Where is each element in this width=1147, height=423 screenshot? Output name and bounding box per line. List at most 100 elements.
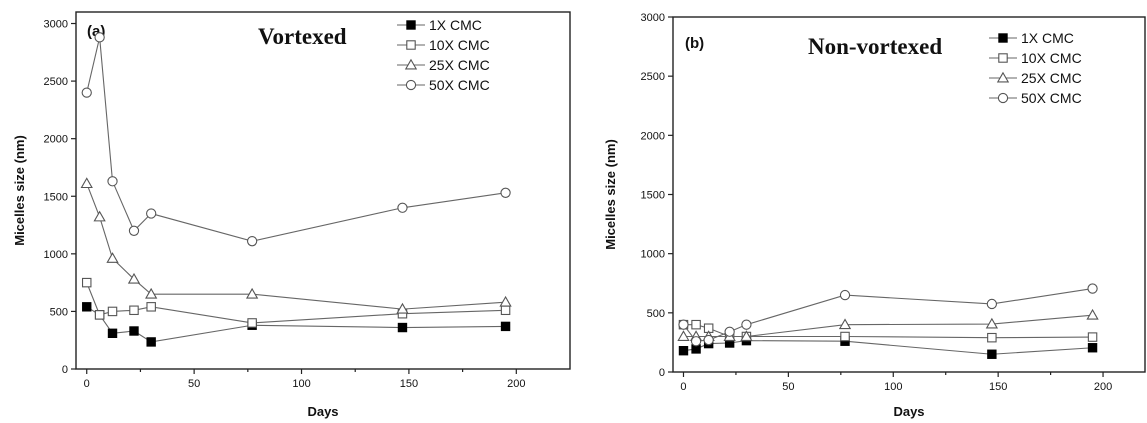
- x-tick-label-a: 200: [507, 378, 525, 390]
- data-point-a-2: [396, 302, 409, 314]
- data-point-a-3: [94, 32, 105, 43]
- legend-marker-b-0: [998, 33, 1008, 43]
- data-point-a-1: [247, 318, 257, 328]
- data-point-b-3: [678, 319, 689, 330]
- series-b-3: [678, 283, 1098, 347]
- y-tick-label-a: 3000: [44, 19, 68, 31]
- series-a-2: [80, 177, 512, 314]
- legend-label-b-0: 1X CMC: [1021, 30, 1074, 46]
- legend-marker-b-1: [998, 53, 1008, 63]
- y-tick-label-b: 2000: [641, 130, 665, 142]
- y-tick-label-b: 1500: [641, 190, 665, 202]
- y-tick-label-a: 1500: [44, 191, 68, 203]
- x-tick-label-b: 150: [989, 381, 1007, 393]
- data-point-b-3: [1087, 283, 1098, 294]
- series-a-3: [81, 32, 511, 247]
- y-axis-title-b: Micelles size (nm): [603, 139, 618, 250]
- data-point-b-1: [987, 332, 997, 343]
- data-point-a-0: [397, 322, 408, 333]
- legend-entry-b-1: 10X CMC: [989, 50, 1082, 66]
- chart-title-a: Vortexed: [258, 24, 347, 49]
- x-tick-label-a: 50: [188, 378, 200, 390]
- data-point-b-0: [1087, 343, 1098, 353]
- legend-marker-a-0: [406, 20, 416, 30]
- data-point-b-3: [703, 334, 714, 346]
- chart-b: 0 500 1000 1500 2000 2500 3000 0 50 100 150 200 Days…: [603, 12, 1146, 419]
- data-point-a-3: [81, 87, 92, 98]
- legend-label-a-3: 50X CMC: [429, 77, 490, 93]
- series-a-1: [81, 277, 511, 328]
- data-point-a-1: [129, 305, 139, 316]
- data-point-a-1: [500, 305, 511, 316]
- data-point-a-0: [146, 337, 156, 347]
- legend-label-a-0: 1X CMC: [429, 17, 482, 33]
- y-tick-label-b: 0: [659, 367, 665, 379]
- legend-marker-a-2: [404, 58, 418, 70]
- data-point-b-3: [724, 326, 735, 337]
- data-point-a-3: [246, 236, 258, 247]
- data-point-a-1: [94, 310, 105, 320]
- legend-label-b-2: 25X CMC: [1021, 70, 1082, 86]
- series-line-a-3: [86, 37, 506, 242]
- data-point-b-3: [839, 289, 851, 301]
- y-tick-label-a: 2500: [44, 76, 68, 88]
- y-tick-label-a: 1000: [44, 249, 68, 261]
- data-point-a-2: [499, 295, 512, 307]
- data-point-a-0: [129, 326, 139, 336]
- legend-entry-a-3: 50X CMC: [397, 77, 490, 93]
- data-point-b-3: [741, 319, 752, 330]
- legend-entry-a-2: 25X CMC: [397, 57, 490, 73]
- legend-entry-a-0: 1X CMC: [397, 17, 482, 33]
- y-tick-label-b: 3000: [641, 12, 665, 24]
- data-point-a-3: [500, 187, 511, 198]
- data-point-a-2: [145, 287, 158, 299]
- x-tick-label-b: 50: [782, 381, 794, 393]
- data-point-a-2: [106, 252, 119, 263]
- chart-a: 0 500 1000 1500 2000 2500 3000 0 50 100 150 200 Days…: [12, 11, 571, 419]
- data-point-a-2: [245, 287, 259, 299]
- series-b-2: [677, 308, 1099, 341]
- x-tick-label-a: 0: [84, 378, 90, 390]
- data-point-b-3: [986, 298, 998, 310]
- data-point-a-0: [500, 321, 511, 332]
- data-point-a-0: [82, 302, 92, 312]
- data-point-a-1: [81, 277, 92, 288]
- series-line-a-2: [86, 183, 506, 310]
- x-tick-label-a: 100: [292, 378, 310, 390]
- data-point-a-2: [80, 177, 93, 189]
- y-tick-label-a: 0: [62, 364, 68, 376]
- data-point-a-2: [93, 210, 106, 222]
- data-point-b-0: [678, 346, 689, 356]
- data-point-a-1: [107, 306, 118, 317]
- y-tick-label-a: 2000: [44, 134, 68, 146]
- legend-entry-b-2: 25X CMC: [989, 70, 1082, 86]
- legend-entry-b-3: 50X CMC: [989, 90, 1082, 106]
- data-point-b-1: [840, 331, 850, 342]
- y-tick-label-b: 1000: [641, 249, 665, 261]
- y-tick-label-b: 500: [647, 308, 665, 320]
- x-tick-label-b: 0: [680, 381, 686, 393]
- x-tick-label-b: 200: [1094, 381, 1112, 393]
- data-point-b-2: [740, 330, 753, 341]
- data-point-b-2: [1086, 308, 1099, 320]
- legend-marker-b-2: [996, 71, 1010, 83]
- data-point-b-1: [1087, 332, 1098, 342]
- data-point-a-3: [146, 208, 157, 219]
- y-tick-label-a: 500: [50, 306, 68, 318]
- x-tick-label-b: 100: [884, 381, 902, 393]
- data-point-a-0: [107, 328, 118, 339]
- plot-frame-a: [75, 11, 571, 370]
- legend-label-a-1: 10X CMC: [429, 37, 490, 53]
- data-point-b-3: [690, 336, 702, 347]
- data-point-a-3: [107, 176, 118, 187]
- data-point-b-0: [987, 349, 997, 359]
- x-tick-label-a: 150: [400, 378, 418, 390]
- x-axis-title-b: Days: [893, 404, 924, 419]
- legend-marker-a-3: [405, 79, 417, 91]
- data-point-a-3: [128, 225, 140, 236]
- data-point-b-2: [985, 317, 999, 329]
- legend-label-b-3: 50X CMC: [1021, 90, 1082, 106]
- legend-marker-b-3: [997, 92, 1009, 104]
- panel-label-b: (b): [685, 35, 704, 52]
- x-axis-title-a: Days: [307, 404, 338, 419]
